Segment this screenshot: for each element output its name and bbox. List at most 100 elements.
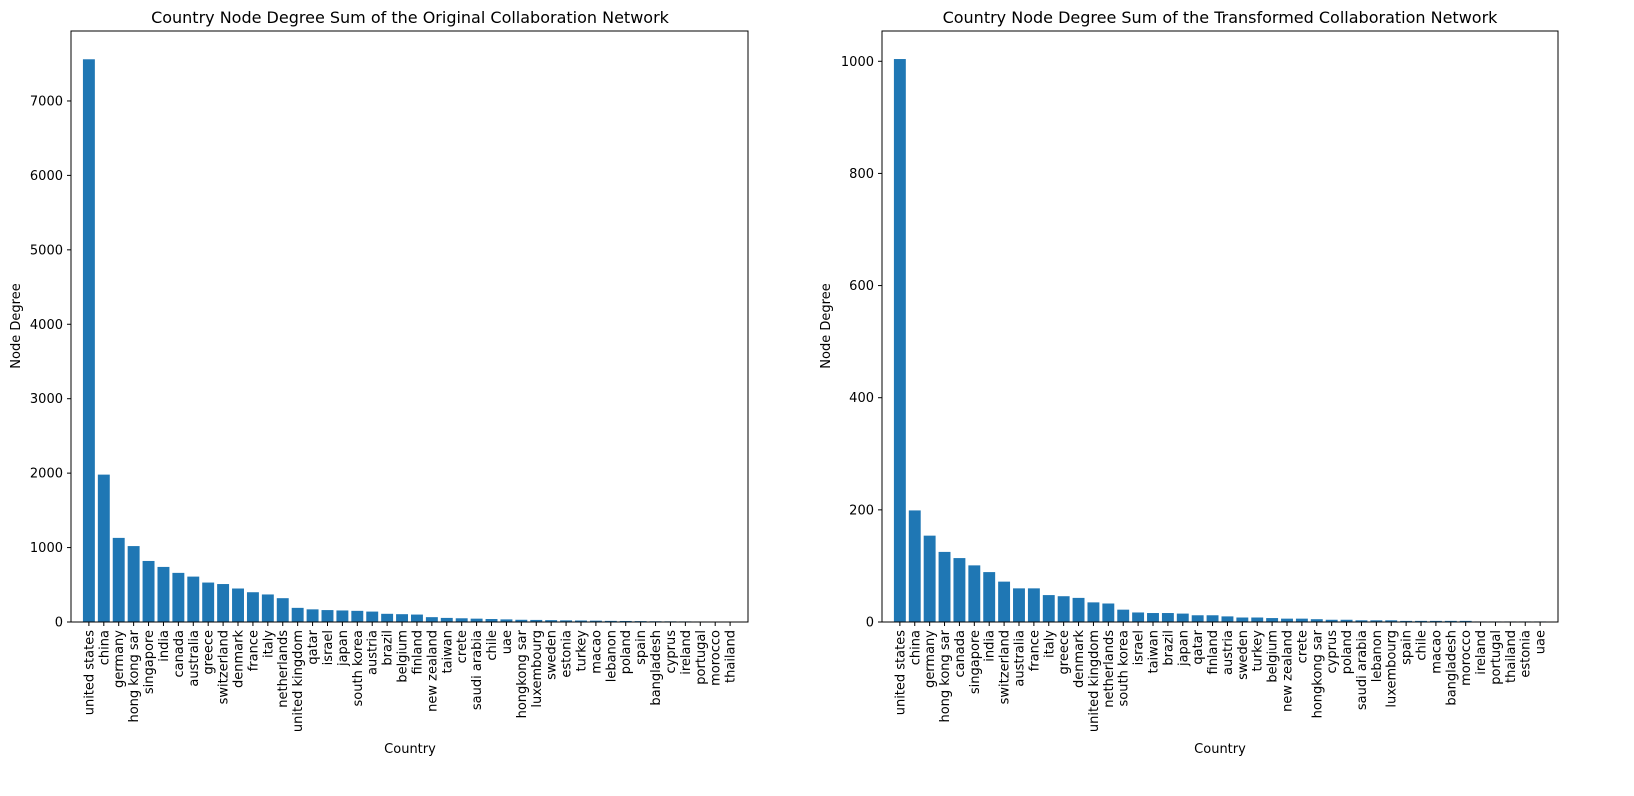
y-tick-label: 1000 (30, 541, 63, 556)
x-tick-label: france (1027, 630, 1042, 671)
x-tick-label: ireland (679, 630, 694, 675)
bar (1117, 609, 1130, 622)
x-tick-label: saudi arabia (1355, 630, 1370, 710)
x-tick-label: chile (485, 630, 500, 661)
x-tick-label: portugal (694, 630, 709, 685)
bar (1340, 619, 1353, 622)
bar (545, 620, 558, 622)
x-tick-label: ireland (1474, 630, 1489, 675)
y-tick-label: 0 (55, 616, 63, 631)
x-tick-label: morocco (1459, 630, 1474, 686)
x-tick-label: bangladesh (1444, 630, 1459, 706)
x-tick-label: india (157, 630, 172, 662)
x-tick-label: italy (1042, 630, 1057, 658)
y-tick-label: 200 (849, 503, 874, 518)
y-tick-label: 0 (866, 616, 874, 631)
chart-title: Country Node Degree Sum of the Transform… (943, 8, 1499, 27)
x-tick-label: thailand (1504, 630, 1519, 683)
bar (560, 620, 573, 622)
chart-title: Country Node Degree Sum of the Original … (151, 8, 670, 27)
x-tick-label: uae (1534, 630, 1549, 654)
x-tick-label: turkey (574, 630, 589, 672)
x-tick-label: netherlands (276, 630, 291, 708)
x-tick-label: hongkong sar (515, 629, 530, 718)
y-axis: 0 200 400 600 800 1000 (841, 55, 882, 631)
bar (425, 617, 438, 622)
x-tick-label: taiwan (1146, 630, 1161, 674)
bar (321, 610, 334, 622)
x-tick-label: hong kong sar (127, 629, 142, 722)
x-tick-label: united states (82, 630, 97, 716)
bar (500, 619, 513, 622)
x-tick-label: estonia (1519, 630, 1534, 678)
bar (1102, 603, 1115, 622)
bar (1444, 620, 1457, 622)
bar (366, 611, 379, 622)
x-tick-label: crete (455, 630, 470, 663)
bar (1429, 620, 1442, 622)
original-network-chart: Country Node Degree Sum of the Original … (9, 8, 749, 757)
y-tick-label: 400 (849, 391, 874, 406)
bar (1191, 615, 1204, 622)
bar (1042, 595, 1055, 622)
x-tick-label: australia (1012, 630, 1027, 687)
bar (1013, 588, 1025, 622)
bar (1459, 620, 1472, 622)
x-tick-label: hong kong sar (938, 629, 953, 722)
x-tick-label: japan (336, 630, 351, 667)
bar (276, 598, 289, 622)
bar (575, 620, 587, 622)
bar (1251, 617, 1264, 622)
x-tick-label: china (97, 630, 112, 665)
bar (1057, 596, 1070, 622)
axes-frame (70, 30, 749, 623)
bar (82, 59, 95, 622)
bar (1161, 613, 1174, 622)
axes-frame (881, 30, 1559, 623)
bar (1281, 618, 1293, 622)
x-tick-label: singapore (968, 630, 983, 694)
x-tick-label: spain (634, 630, 649, 665)
bar (291, 607, 304, 622)
x-tick-label: united kingdom (1087, 630, 1102, 732)
bar (142, 560, 155, 622)
x-tick-label: netherlands (1102, 630, 1117, 708)
x-tick-label: luxembourg (1385, 630, 1400, 708)
y-tick-label: 4000 (30, 318, 63, 333)
x-tick-label: south korea (1117, 630, 1132, 706)
x-tick-label: saudi arabia (470, 630, 485, 710)
bar (923, 535, 936, 622)
x-tick-label: new zealand (1281, 630, 1296, 712)
x-tick-label: switzerland (998, 630, 1013, 704)
x-tick-label: india (983, 630, 998, 662)
bar (187, 576, 200, 622)
x-tick-label: new zealand (425, 630, 440, 712)
y-tick-label: 600 (849, 279, 874, 294)
bar (232, 588, 244, 622)
x-tick-label: lebanon (604, 630, 619, 682)
bar (1087, 602, 1100, 622)
x-tick-label: united states (893, 630, 908, 716)
bar (1206, 615, 1219, 622)
x-tick-label: singapore (142, 630, 157, 694)
x-tick-label: australia (187, 630, 202, 687)
bar (953, 558, 966, 622)
x-tick-label: canada (172, 630, 187, 678)
x-tick-label: cyprus (1325, 630, 1340, 674)
bar (1415, 620, 1427, 622)
x-tick-label: morocco (709, 630, 724, 686)
x-tick-label: finland (410, 630, 425, 675)
x-tick-label: belgium (396, 630, 411, 683)
x-tick-label: poland (619, 630, 634, 674)
bar (1370, 620, 1383, 622)
y-axis: 0 1000 2000 3000 4000 5000 6000 7000 (30, 94, 71, 631)
bar-group (893, 59, 1547, 623)
x-tick-label: israel (321, 630, 336, 665)
x-tick-label: qatar (1191, 629, 1206, 664)
bar (157, 566, 170, 622)
x-tick-label: japan (1176, 630, 1191, 667)
bar (1236, 617, 1249, 622)
x-tick-label: estonia (560, 630, 575, 678)
x-tick-label: canada (953, 630, 968, 678)
